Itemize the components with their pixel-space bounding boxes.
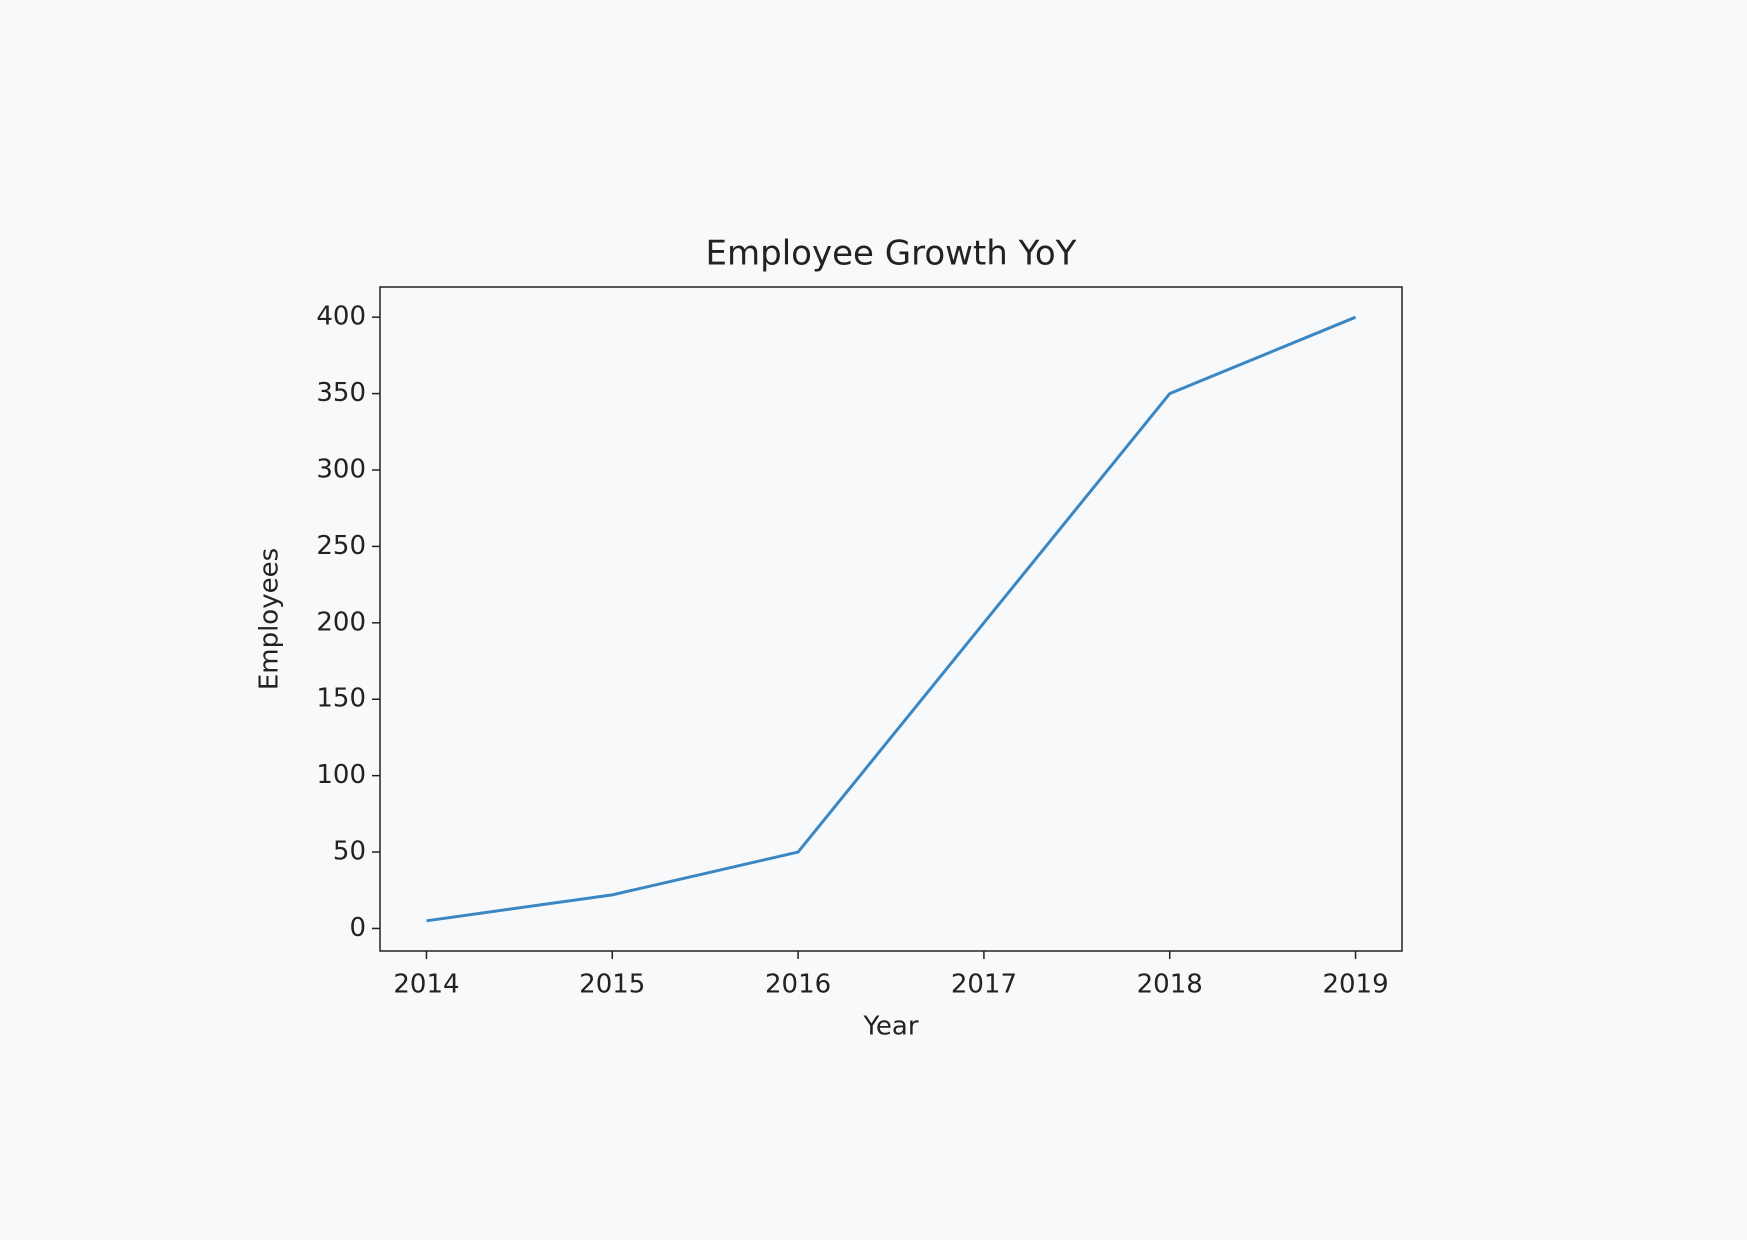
plot-frame	[379, 286, 1403, 952]
y-tick-label: 0	[349, 913, 366, 943]
x-axis-label: Year	[862, 1012, 918, 1042]
x-tick-label: 2015	[579, 970, 645, 1000]
y-tick-label: 300	[316, 455, 366, 485]
y-tick-label: 350	[316, 378, 366, 408]
y-tick-label: 200	[316, 607, 366, 637]
x-tick-label: 2018	[1137, 970, 1203, 1000]
y-tick-label: 100	[316, 760, 366, 790]
y-tick-label: 50	[333, 837, 366, 867]
x-tick-label: 2019	[1322, 970, 1388, 1000]
y-tick-label: 150	[316, 684, 366, 714]
x-tick-label: 2014	[393, 970, 459, 1000]
x-tick-label: 2017	[951, 970, 1017, 1000]
y-tick-label: 250	[316, 531, 366, 561]
chart-title: Employee Growth YoY	[706, 234, 1077, 274]
y-tick-label: 400	[316, 302, 366, 332]
y-axis-label: Employees	[255, 548, 285, 690]
line-series	[426, 315, 1357, 923]
x-tick-label: 2016	[765, 970, 831, 1000]
